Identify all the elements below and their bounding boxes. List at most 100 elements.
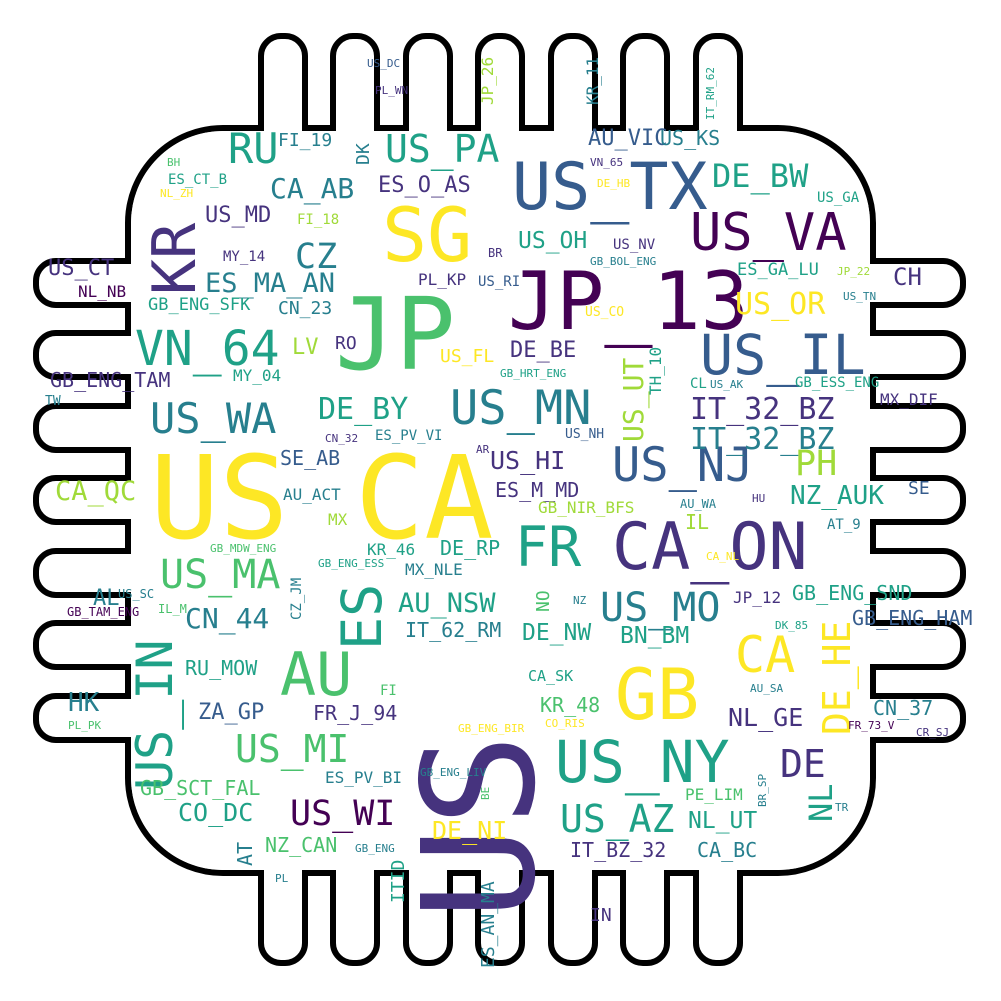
word-cloud-term: GB_HRT_ENG — [500, 367, 567, 380]
word-cloud-term: GB_TAM_ENG — [67, 605, 140, 619]
word-cloud-term: SE_AB — [280, 446, 341, 470]
word-cloud-term: US_NV — [613, 237, 656, 253]
word-cloud-term: IL_M — [158, 602, 187, 616]
word-cloud-term: ES_MA_AN — [205, 268, 336, 299]
word-cloud-term: US_OH — [518, 228, 588, 254]
word-cloud-term: GB_ENG_BIR — [458, 722, 525, 735]
word-cloud-term: VN_64 — [135, 321, 280, 377]
word-cloud-term: ES_CT_B — [168, 172, 228, 188]
word-cloud-term: NL_NB — [78, 282, 127, 301]
word-cloud-term: ES_M_MD — [495, 478, 580, 502]
word-cloud-term: DE_RP — [440, 536, 501, 560]
word-cloud-term: BH — [167, 156, 181, 169]
word-cloud-term: US_MO — [600, 585, 721, 631]
word-cloud-term: GB_ENG_TAM — [50, 368, 171, 392]
word-cloud-term: US_NJ — [612, 438, 754, 493]
word-cloud-term: GB_ENG — [355, 842, 395, 855]
word-cloud-term: CO_RIS — [545, 717, 585, 730]
chip-pin-joint — [861, 336, 881, 374]
word-cloud-term: MX — [328, 510, 348, 529]
chip-pin-joint — [481, 120, 519, 140]
word-cloud-term: CA_BC — [697, 838, 758, 862]
word-cloud-term: JP_13 — [508, 255, 749, 348]
word-cloud-term: KR_11 — [583, 56, 602, 105]
word-cloud-term: JP — [335, 276, 456, 393]
word-cloud-term: AU — [280, 640, 353, 710]
word-cloud-term: GB_ENG_SFK — [148, 295, 251, 315]
word-cloud-term: PL_WN — [375, 84, 409, 97]
chip-pin-joint — [264, 120, 302, 140]
word-cloud-term: IT_BZ_32 — [570, 838, 667, 862]
word-cloud-term: CN_32 — [325, 432, 359, 445]
word-cloud-term: GB_ENG_ESS — [318, 557, 385, 570]
word-cloud-term: FR_J_94 — [313, 701, 398, 725]
word-cloud-term: CZ_JM — [289, 577, 305, 620]
chip-pin-joint — [336, 861, 374, 881]
word-cloud-term: US_IL — [700, 323, 866, 387]
word-cloud-term: BR — [488, 246, 503, 260]
word-cloud-term: IT_32_BZ — [690, 422, 835, 457]
word-cloud-term: CA_AB — [270, 172, 355, 205]
chip-pin-joint — [120, 626, 140, 664]
word-cloud-term: US_RI — [478, 274, 521, 290]
word-cloud-term: CA_ON — [612, 510, 808, 585]
chip-pin-joint — [699, 120, 737, 140]
word-cloud-term: TH_10 — [646, 346, 665, 395]
word-cloud-term: US_HI — [490, 446, 566, 475]
word-cloud-term: US_NH — [565, 427, 605, 442]
word-cloud-term: DE_NI — [432, 816, 508, 845]
word-cloud-term: US_KS — [660, 126, 721, 150]
word-cloud-term: IT_RM_62 — [704, 67, 717, 120]
word-cloud-term: DE_HE — [815, 620, 859, 735]
word-cloud-term: GB — [615, 654, 700, 736]
word-cloud-term: NZ_CAN — [265, 833, 338, 857]
word-cloud-term: CR_SJ — [916, 726, 950, 739]
word-cloud-term: PE_LIM — [685, 785, 743, 804]
word-cloud-term: US_MN — [450, 381, 592, 436]
word-cloud-term: PL — [275, 872, 289, 885]
chip-pin-joint — [481, 861, 519, 881]
word-cloud-term: RO — [335, 333, 357, 354]
chip-pin-joint — [120, 336, 140, 374]
word-cloud-term: DE_BW — [712, 157, 809, 195]
word-cloud-term: RU — [228, 124, 279, 173]
word-cloud-term: US_DC — [367, 57, 401, 70]
word-cloud-term: GB_MDW_ENG — [210, 542, 277, 555]
chip-pin-joint — [120, 554, 140, 592]
word-cloud-term: IN — [590, 905, 612, 926]
word-cloud-term: CA — [735, 626, 796, 684]
word-cloud-term: CO_DC — [178, 798, 254, 827]
word-cloud-term: US_MA — [160, 552, 281, 598]
word-cloud-term: US_TX — [512, 150, 708, 225]
word-cloud-term: AU_WA — [680, 497, 717, 511]
word-cloud-term: CA_SK — [528, 667, 574, 685]
word-cloud-term: US_NY — [555, 728, 730, 796]
chip-pin-joint — [554, 861, 592, 881]
word-cloud-term: AU_NSW — [398, 588, 496, 619]
word-cloud-term: NL_GE — [728, 703, 804, 732]
word-cloud-term: AL — [93, 586, 120, 611]
word-cloud-term: DE — [780, 742, 826, 786]
word-cloud-term: PL_KP — [418, 270, 467, 289]
chip-pin-joint — [264, 861, 302, 881]
word-cloud-term: SG — [382, 191, 473, 279]
word-cloud-term: US_FL — [440, 346, 495, 367]
word-cloud-term: IL — [685, 510, 710, 534]
word-cloud-term: CA — [355, 432, 494, 566]
word-cloud-term: FI — [380, 683, 397, 699]
word-cloud-term: AU_VIC — [588, 126, 668, 151]
chip-pin-joint — [120, 264, 140, 302]
word-cloud-term: VN_65 — [590, 156, 624, 169]
word-cloud-term: BR_SP — [756, 773, 769, 807]
chip-pin-joint — [861, 409, 881, 447]
word-cloud-term: CA_NL — [706, 550, 740, 563]
word-cloud-term: BN_BM — [620, 623, 690, 649]
word-cloud-term: ES_AN_MA — [478, 881, 499, 968]
word-cloud-term: FI_18 — [297, 212, 340, 228]
chip-pin-joint — [861, 481, 881, 519]
word-cloud-term: JP_12 — [733, 588, 782, 607]
chip-pin-joint — [120, 699, 140, 737]
word-cloud-term: FR — [515, 515, 582, 579]
word-cloud-term: JP_26 — [478, 56, 497, 105]
